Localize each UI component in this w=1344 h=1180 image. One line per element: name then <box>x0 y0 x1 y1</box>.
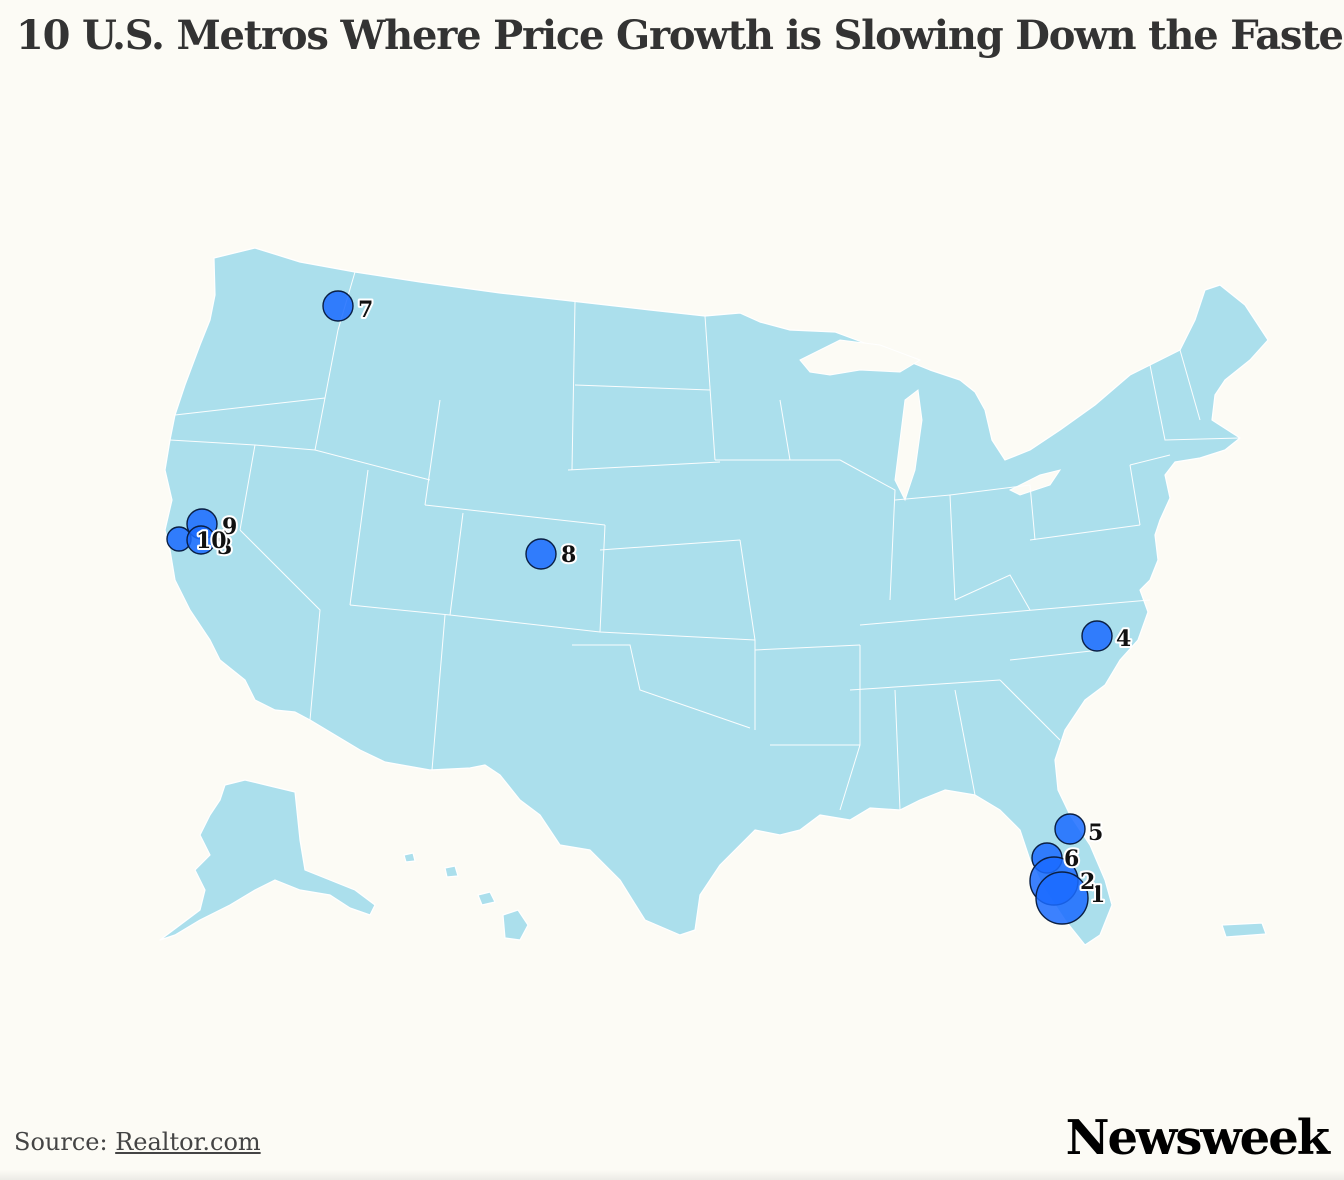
metro-bubbles <box>166 290 1113 925</box>
metro-rank-label-6: 6 <box>1064 846 1079 872</box>
hawaii-maui <box>477 891 496 906</box>
metro-rank-label-2: 2 <box>1080 869 1095 895</box>
metro-rank-label-10: 10 <box>196 528 227 554</box>
alaska <box>159 779 376 941</box>
lake-erie <box>1008 469 1062 496</box>
metro-bubble-5[interactable] <box>1054 813 1086 845</box>
metro-rank-label-9: 9 <box>222 514 237 540</box>
metro-bubble-3[interactable] <box>186 525 216 555</box>
hawaii-kauai <box>403 852 416 863</box>
hawaii-oahu <box>444 865 459 878</box>
metro-rank-label-7: 7 <box>358 297 373 323</box>
chart-title: 10 U.S. Metros Where Price Growth is Slo… <box>16 12 1344 59</box>
metro-bubble-4[interactable] <box>1081 620 1113 652</box>
source-link[interactable]: Realtor.com <box>115 1128 261 1156</box>
metro-rank-label-5: 5 <box>1088 820 1103 846</box>
metro-rank-label-1: 1 <box>1090 882 1105 908</box>
newsweek-logo: Newsweek <box>1065 1110 1330 1166</box>
source-label: Source: <box>14 1128 116 1156</box>
metro-rank-label-3: 3 <box>217 534 232 560</box>
puerto-rico <box>1221 922 1267 938</box>
state-borders <box>169 271 1241 811</box>
lake-michigan <box>894 389 923 502</box>
metro-rank-label-8: 8 <box>561 542 576 568</box>
lake-superior <box>799 339 922 376</box>
metro-bubble-1[interactable] <box>1035 871 1089 925</box>
metro-bubble-7[interactable] <box>322 290 354 322</box>
metro-rank-label-4: 4 <box>1116 626 1131 652</box>
footer-divider <box>0 1170 1344 1180</box>
metro-bubble-8[interactable] <box>525 538 557 570</box>
hawaii-big-island <box>502 909 529 941</box>
source-note: Source: Realtor.com <box>14 1128 261 1156</box>
